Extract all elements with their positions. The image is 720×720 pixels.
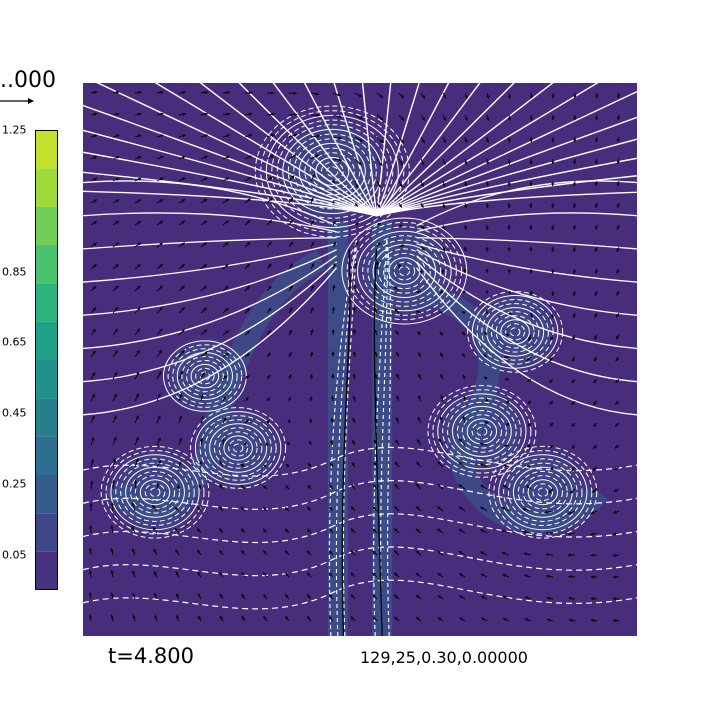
quiver-key-arrow	[0, 96, 40, 106]
colorbar-tick-label: 1.25	[2, 124, 27, 137]
params-label: 129,25,0.30,0.00000	[360, 648, 528, 667]
colorbar-level	[35, 168, 58, 206]
colorbar-level	[35, 322, 58, 360]
colorbar	[35, 130, 58, 590]
colorbar-level	[35, 398, 58, 436]
colorbar-level	[35, 283, 58, 321]
colorbar-tick-label: 0.25	[2, 477, 27, 490]
colorbar-tick-label: 0.05	[2, 548, 27, 561]
colorbar-tick-label: 0.45	[2, 407, 27, 420]
colorbar-level	[35, 475, 58, 513]
colorbar-level	[35, 437, 58, 475]
colorbar-level	[35, 130, 58, 168]
colorbar-level	[35, 552, 58, 590]
quiver-key-label: ..000	[0, 68, 56, 93]
colorbar-level	[35, 245, 58, 283]
time-label: t=4.800	[108, 644, 194, 668]
colorbar-tick-label: 0.65	[2, 336, 27, 349]
colorbar-level	[35, 513, 58, 551]
colorbar-level	[35, 360, 58, 398]
colorbar-level	[35, 207, 58, 245]
colorbar-tick-label: 0.85	[2, 265, 27, 278]
plot-area	[83, 83, 637, 636]
